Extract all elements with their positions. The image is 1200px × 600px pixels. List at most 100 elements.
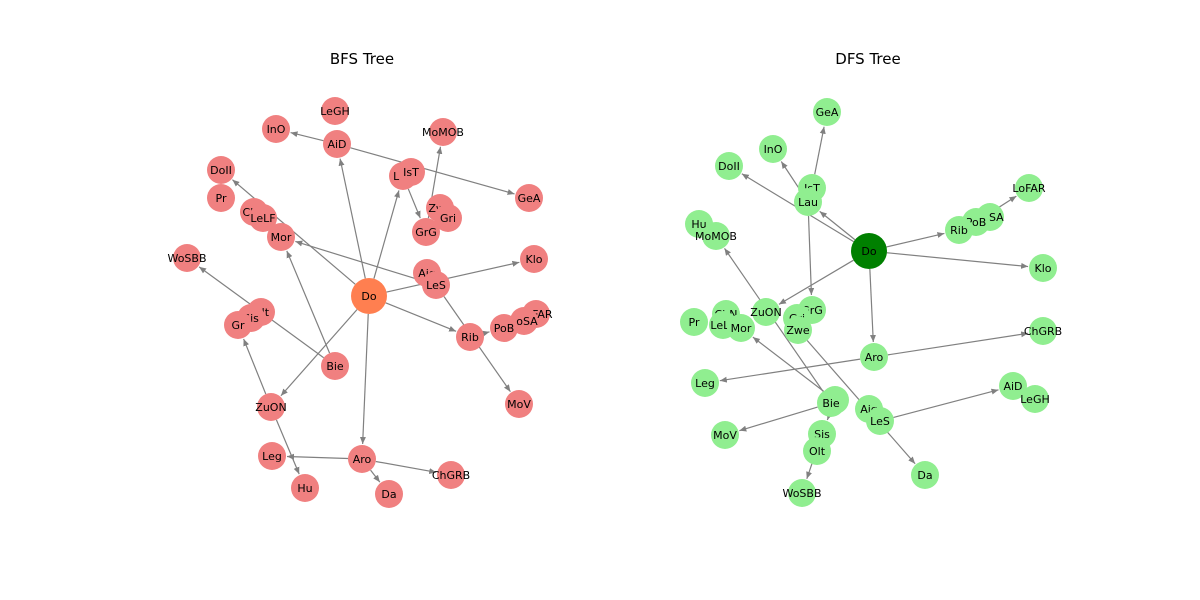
dfs-node-label: AiD (1003, 380, 1022, 393)
bfs-node-circle (505, 390, 533, 418)
bfs-node-circle (224, 311, 252, 339)
bfs-edge-do-klo (386, 260, 520, 293)
bfs-node-circle (321, 97, 349, 125)
bfs-node-circle (291, 474, 319, 502)
bfs-node-les: LeS (422, 271, 450, 299)
bfs-node-do: Do (351, 278, 387, 314)
dfs-node-doii: DoII (715, 152, 743, 180)
dfs-node-label: Leg (695, 377, 715, 390)
dfs-node-label: Bie (822, 397, 840, 410)
bfs-node-label: IsT (403, 166, 419, 179)
dfs-node-label: Aro (865, 351, 884, 364)
bfs-node-label: MoMOB (422, 126, 464, 139)
dfs-edge-bie-mov (739, 406, 818, 432)
bfs-edge-do-aid (338, 158, 366, 279)
bfs-node-circle (267, 223, 295, 251)
dfs-edge-gr-mor (752, 336, 825, 392)
bfs-nodes: DoLeGHInOAiDMoMOBDoIILauIsTGeAPrChNLeLFZ… (167, 97, 553, 508)
dfs-node-lau: Lau (794, 188, 822, 216)
bfs-edge-aro-chgrb (375, 460, 437, 475)
dfs-node-label: LoFAR (1012, 182, 1046, 195)
bfs-node-label: LeS (426, 279, 446, 292)
dfs-node-aro: Aro (860, 343, 888, 371)
dfs-nodes: DoGeAInODoIIIsTLauLoFARHuMoMOBLoSAPoBRib… (680, 98, 1062, 507)
dfs-node-ino: InO (759, 135, 787, 163)
bfs-node-gri: Gri (434, 204, 462, 232)
dfs-node-olt: Olt (803, 437, 831, 465)
bfs-node-label: Gr (231, 319, 245, 332)
dfs-node-circle (752, 298, 780, 326)
bfs-node-legh: LeGH (320, 97, 350, 125)
dfs-node-klo: Klo (1029, 254, 1057, 282)
bfs-edge-bie-mor (286, 250, 331, 354)
dfs-node-circle (702, 222, 730, 250)
bfs-node-ist: IsT (397, 158, 425, 186)
dfs-node-label: DoII (718, 160, 740, 173)
dfs-node-label: Da (917, 469, 932, 482)
bfs-node-circle (456, 323, 484, 351)
bfs-node-zuon: ZuON (255, 393, 287, 421)
dfs-node-zuon: ZuON (750, 298, 782, 326)
dfs-node-circle (1015, 174, 1043, 202)
dfs-edge-do-zuon (778, 259, 854, 305)
bfs-node-label: Pr (216, 192, 227, 205)
dfs-edge-aro-chgrb (887, 331, 1029, 356)
bfs-node-lelf: LeLF (249, 204, 277, 232)
bfs-node-circle (348, 445, 376, 473)
bfs-node-leg: Leg (258, 442, 286, 470)
bfs-node-label: AiD (327, 138, 346, 151)
dfs-edge-do-klo (886, 252, 1029, 269)
dfs-node-circle (691, 369, 719, 397)
dfs-edge-lau-grg (807, 215, 815, 296)
dfs-node-circle (1029, 254, 1057, 282)
dfs-node-circle (911, 461, 939, 489)
bfs-edge-do-lau (373, 190, 400, 279)
dfs-node-mor: Mor (727, 314, 755, 342)
dfs-node-label: Rib (950, 224, 968, 237)
bfs-edge-zuon-gr (243, 338, 267, 395)
bfs-node-label: Rib (461, 331, 479, 344)
dfs-node-label: Do (861, 245, 876, 258)
bfs-node-circle (257, 393, 285, 421)
bfs-node-label: Gri (440, 212, 456, 225)
dfs-edge-do-rib (886, 232, 945, 248)
dfs-node-circle (715, 152, 743, 180)
bfs-node-label: LeGH (320, 105, 350, 118)
bfs-node-circle (173, 244, 201, 272)
bfs-node-circle (375, 480, 403, 508)
bfs-node-circle (412, 218, 440, 246)
bfs-node-da: Da (375, 480, 403, 508)
dfs-node-label: GeA (816, 106, 839, 119)
bfs-node-circle (351, 278, 387, 314)
bfs-node-circle (434, 204, 462, 232)
bfs-node-circle (520, 245, 548, 273)
bfs-panel-title: BFS Tree (330, 50, 394, 68)
bfs-node-label: ChGRB (432, 469, 470, 482)
dfs-node-gea: GeA (813, 98, 841, 126)
dfs-node-label: InO (764, 143, 783, 156)
dfs-node-label: WoSBB (782, 487, 821, 500)
dfs-node-circle (866, 407, 894, 435)
dfs-node-zwe: Zwe (784, 316, 812, 344)
dfs-node-aid: AiD (999, 372, 1027, 400)
dfs-node-circle (711, 421, 739, 449)
dfs-node-circle (794, 188, 822, 216)
dfs-node-circle (727, 314, 755, 342)
bfs-node-label: Leg (262, 450, 282, 463)
dfs-node-circle (680, 308, 708, 336)
bfs-edge-aid-gea (350, 147, 515, 195)
dfs-edge-ist-gea (814, 126, 826, 175)
bfs-node-circle (437, 461, 465, 489)
bfs-node-circle (422, 271, 450, 299)
bfs-edge-do-aro (359, 313, 369, 445)
dfs-node-circle (784, 316, 812, 344)
bfs-edge-zuon-hu (275, 419, 300, 475)
dfs-panel: DFS Tree DoGeAInODoIIIsTLauLoFARHuMoMOBL… (680, 50, 1062, 507)
bfs-node-gea: GeA (515, 184, 543, 212)
bfs-node-aro: Aro (348, 445, 376, 473)
dfs-node-momob: MoMOB (695, 222, 737, 250)
bfs-node-label: ZuON (255, 401, 286, 414)
dfs-node-do: Do (851, 233, 887, 269)
dfs-node-label: LeGH (1020, 393, 1050, 406)
